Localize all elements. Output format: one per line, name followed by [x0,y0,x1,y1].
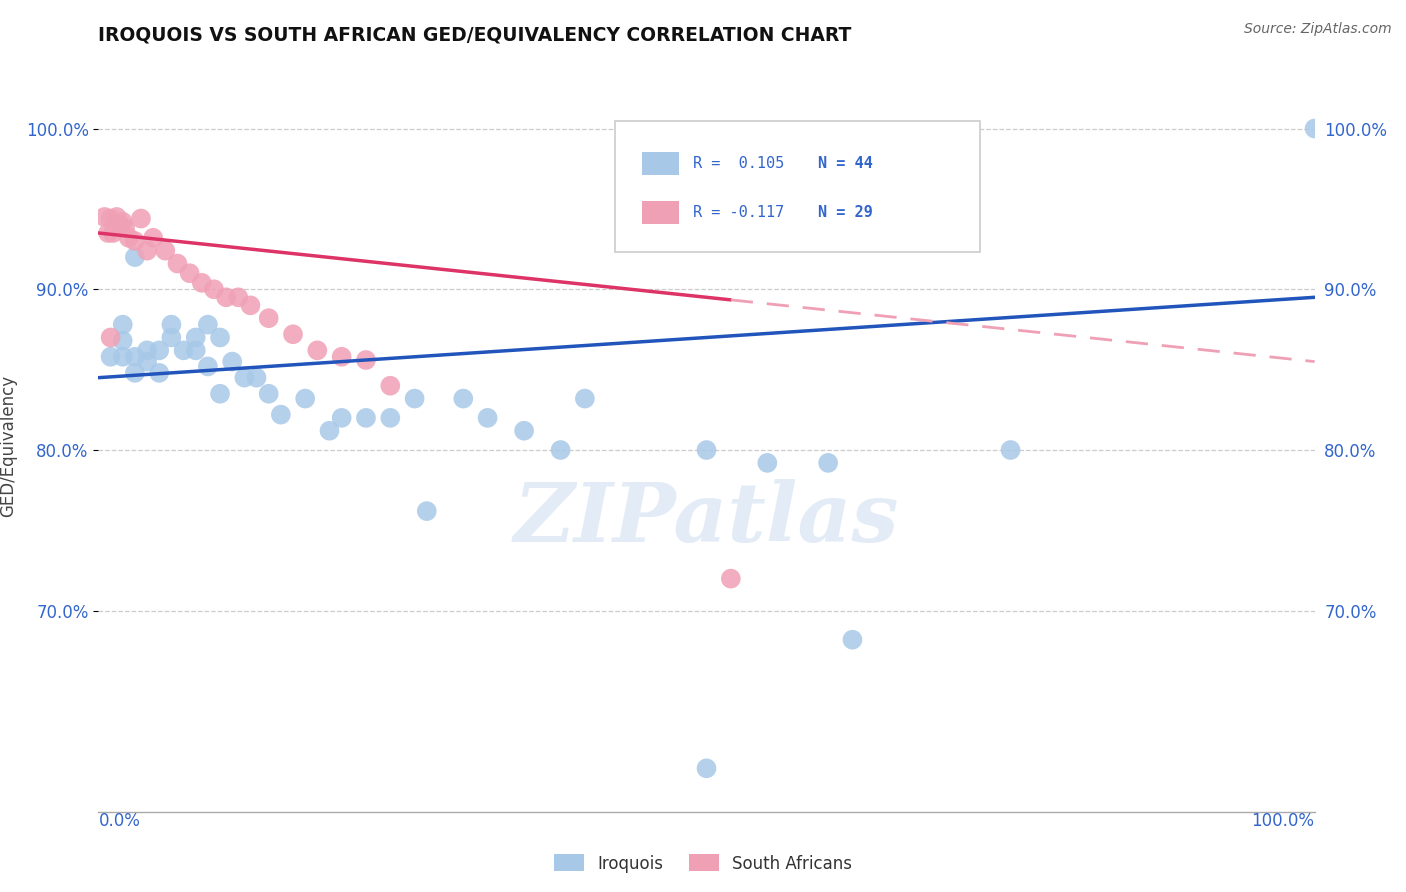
Point [233,370,256,384]
Point [100,211,122,226]
Point [124,366,146,380]
Point [111,215,134,229]
Point [574,392,596,406]
Point [513,424,536,438]
Point [720,572,742,586]
Point [239,298,262,312]
Point [124,350,146,364]
Text: N = 29: N = 29 [818,205,873,220]
Point [148,343,170,358]
Point [179,266,201,280]
Point [93,210,115,224]
Point [202,282,225,296]
Point [294,392,316,406]
Point [197,359,219,374]
Point [142,231,165,245]
Point [209,330,232,344]
Point [550,443,572,458]
Point [124,234,146,248]
Bar [643,152,679,176]
Point [209,386,232,401]
Point [330,350,353,364]
Point [105,210,128,224]
Point [330,410,353,425]
Point [166,256,188,270]
Point [100,350,122,364]
Point [841,632,863,647]
Text: Source: ZipAtlas.com: Source: ZipAtlas.com [1244,22,1392,37]
Point [148,366,170,380]
Point [129,211,152,226]
Point [380,410,402,425]
Text: 100.0%: 100.0% [1251,812,1315,830]
Point [756,456,779,470]
FancyBboxPatch shape [616,120,980,252]
Legend: Iroquois, South Africans: Iroquois, South Africans [547,847,859,880]
Text: N = 44: N = 44 [818,156,873,171]
Point [173,343,195,358]
Point [114,221,136,235]
Point [100,330,122,344]
Point [155,244,177,258]
Point [221,354,243,368]
Point [354,353,377,368]
Point [696,443,718,458]
Point [477,410,499,425]
Point [160,330,183,344]
Point [111,350,134,364]
Text: R = -0.117: R = -0.117 [693,205,785,220]
Point [404,392,426,406]
Point [136,343,159,358]
Point [118,231,141,245]
Point [136,354,159,368]
Point [191,276,214,290]
Point [124,250,146,264]
Point [380,378,402,392]
Point [184,330,207,344]
Point [1000,443,1022,458]
Point [184,343,207,358]
Point [354,410,377,425]
Point [270,408,292,422]
Point [696,761,718,775]
Point [197,318,219,332]
Point [97,226,120,240]
Text: IROQUOIS VS SOUTH AFRICAN GED/EQUIVALENCY CORRELATION CHART: IROQUOIS VS SOUTH AFRICAN GED/EQUIVALENC… [98,26,852,45]
Point [226,290,249,304]
Point [416,504,439,518]
Point [101,226,124,240]
Point [110,218,132,232]
Point [281,327,304,342]
Point [1303,121,1326,136]
Point [307,343,329,358]
Bar [643,201,679,225]
Point [318,424,340,438]
Text: ZIPatlas: ZIPatlas [513,479,900,559]
Point [160,318,183,332]
Point [257,386,280,401]
Point [453,392,475,406]
Point [817,456,839,470]
Point [215,290,238,304]
Point [111,318,134,332]
Text: R =  0.105: R = 0.105 [693,156,785,171]
Text: 0.0%: 0.0% [98,812,141,830]
Y-axis label: GED/Equivalency: GED/Equivalency [0,375,17,517]
Point [257,311,280,326]
Point [245,370,267,384]
Point [136,244,159,258]
Point [111,334,134,348]
